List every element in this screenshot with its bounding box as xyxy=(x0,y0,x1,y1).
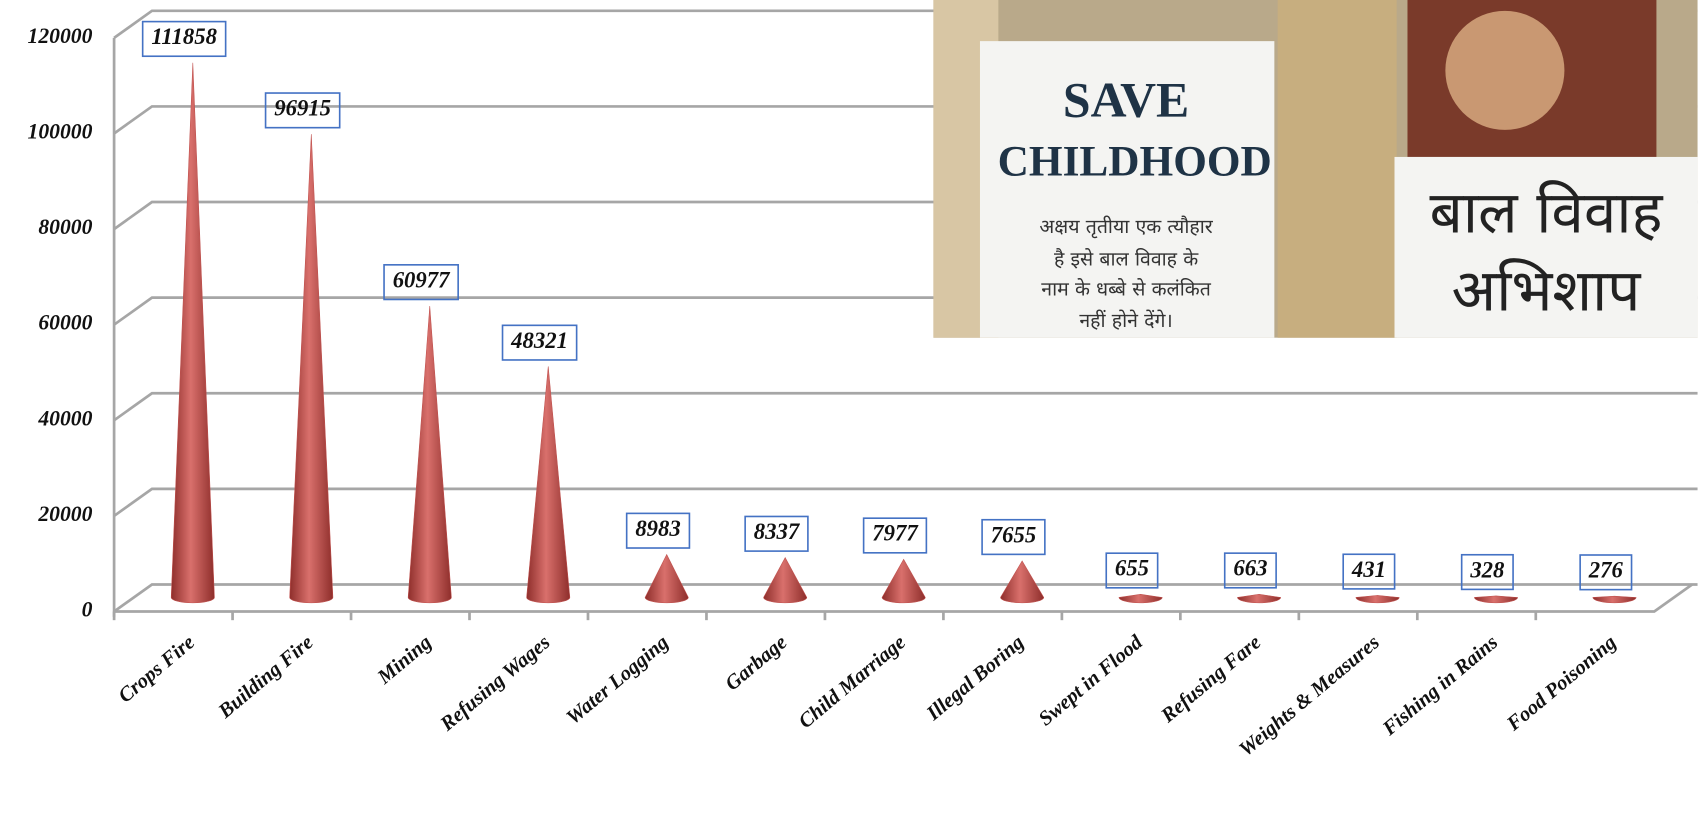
cone xyxy=(644,553,689,604)
grid-line xyxy=(113,391,1698,422)
value-label: 7977 xyxy=(872,521,919,546)
x-tick-label: Child Marriage xyxy=(795,631,910,733)
cone xyxy=(170,62,215,604)
value-label-box xyxy=(862,517,928,554)
x-tick-label: Fishing in Rains xyxy=(1378,631,1502,740)
photo-inset: SAVE CHILDHOOD अक्षय तृतीया एक त्यौहार ह… xyxy=(933,0,1698,338)
x-tick-label: Garbage xyxy=(721,631,791,695)
value-label: 663 xyxy=(1233,556,1267,581)
sign-text: अक्षय तृतीया एक त्यौहार xyxy=(1039,215,1213,239)
x-tick-label: Swept in Flood xyxy=(1035,631,1148,731)
value-label: 276 xyxy=(1588,558,1624,583)
cone xyxy=(289,134,334,604)
value-label: 111858 xyxy=(151,24,217,49)
y-tick-label: 40000 xyxy=(37,406,92,430)
marks: 111858 96915 60977 48321 8983 8337 7977 7655 655… xyxy=(141,20,1637,604)
sign-text: नाम के धब्बे से कलंकित xyxy=(1041,278,1211,301)
cone xyxy=(763,557,808,604)
value-label: 655 xyxy=(1115,556,1149,581)
photo-caption-panel xyxy=(1394,156,1698,338)
y-tick-label: 80000 xyxy=(38,215,92,239)
cone xyxy=(407,305,452,604)
cone xyxy=(1474,595,1518,604)
cone xyxy=(1355,595,1400,604)
y-tick-label: 20000 xyxy=(37,502,92,526)
value-label: 60977 xyxy=(393,267,451,292)
value-label-box xyxy=(1342,553,1396,590)
grid-line xyxy=(113,583,1698,613)
value-label-box xyxy=(501,324,578,361)
value-label: 8337 xyxy=(754,519,801,544)
cone xyxy=(881,558,926,604)
cone xyxy=(1000,560,1045,604)
value-label-box xyxy=(981,518,1046,556)
value-label-box xyxy=(1579,554,1633,591)
value-label: 328 xyxy=(1469,557,1505,582)
value-label-box xyxy=(264,92,341,129)
value-label-box xyxy=(744,515,809,552)
sign-title: SAVE xyxy=(1063,72,1189,127)
y-tick-label: 0 xyxy=(82,597,93,621)
value-label-box xyxy=(1105,552,1159,589)
x-tick-label: Illegal Boring xyxy=(922,631,1028,725)
y-tick-label: 60000 xyxy=(38,311,92,335)
value-label: 96915 xyxy=(274,96,331,121)
value-label-box xyxy=(625,512,691,549)
value-label-box xyxy=(141,20,227,58)
x-tick-label: Water Logging xyxy=(562,631,672,729)
sign-text: है इसे बाल विवाह के xyxy=(1054,247,1199,270)
x-tick-label: Building Fire xyxy=(214,631,318,723)
x-tick-label: Food Poisoning xyxy=(1502,631,1621,735)
y-tick-label: 120000 xyxy=(28,24,93,48)
cone xyxy=(1237,594,1281,604)
value-label: 7655 xyxy=(991,522,1036,547)
cone xyxy=(526,366,571,604)
sign-text: नहीं होने देंगे। xyxy=(1079,309,1172,332)
sign-title: CHILDHOOD xyxy=(998,138,1272,186)
photo-sign xyxy=(979,41,1275,338)
value-label: 431 xyxy=(1351,557,1386,582)
photo-face xyxy=(1445,10,1565,130)
cone xyxy=(1592,595,1637,604)
cone xyxy=(1118,594,1163,604)
x-tick-label: Refusing Wages xyxy=(436,631,555,736)
value-label-box xyxy=(383,264,459,301)
photo-person xyxy=(1277,0,1397,338)
grid-line xyxy=(113,487,1698,518)
value-label: 8983 xyxy=(635,516,680,541)
floor xyxy=(114,583,1693,613)
caption: बाल विवाह xyxy=(1430,179,1664,247)
x-tick-label: Mining xyxy=(373,631,436,689)
value-label-box xyxy=(1223,552,1277,589)
value-label-box xyxy=(1460,553,1514,591)
caption: अभिशाप xyxy=(1452,257,1643,325)
y-tick-label: 100000 xyxy=(28,119,93,143)
value-label: 48321 xyxy=(510,328,568,353)
x-tick-label: Refusing Fare xyxy=(1156,631,1265,727)
x-tick-label: Crops Fire xyxy=(115,631,200,707)
